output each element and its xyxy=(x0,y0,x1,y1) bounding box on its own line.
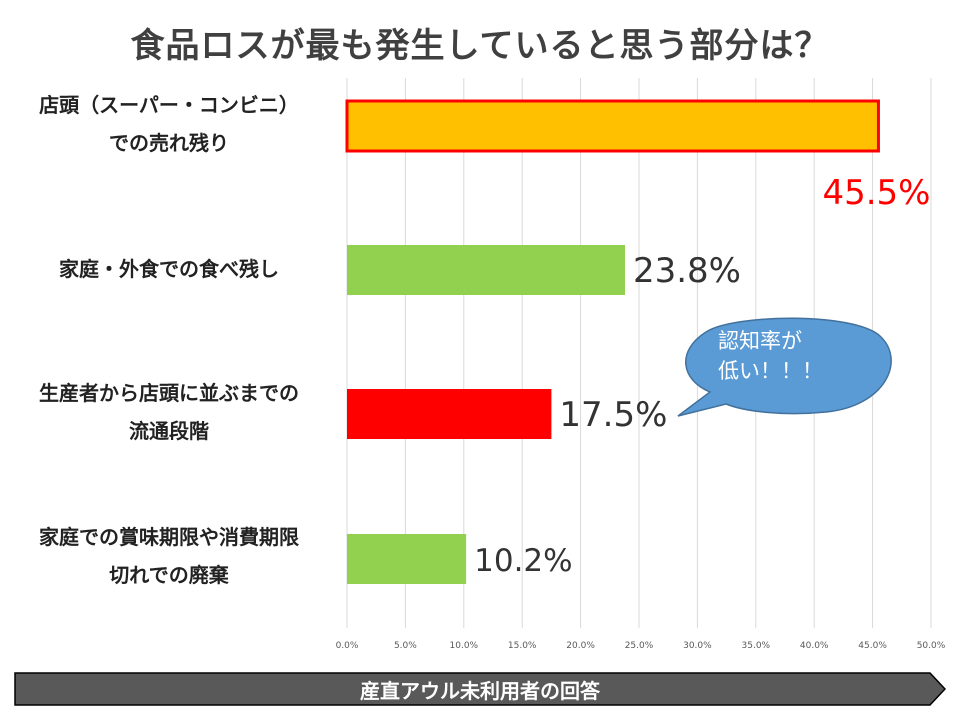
x-tick-label: 35.0% xyxy=(742,641,771,651)
x-tick-label: 45.0% xyxy=(858,641,887,651)
footer-banner xyxy=(14,672,946,706)
value-label: 17.5% xyxy=(559,395,667,435)
bar xyxy=(347,245,625,295)
category-label-household-leftovers: 家庭・外食での食べ残し xyxy=(59,257,279,281)
x-tick-label: 50.0% xyxy=(917,641,946,651)
category-label-distribution: 生産者から店頭に並ぶまでの 流通段階 xyxy=(39,381,299,443)
x-tick-label: 20.0% xyxy=(566,641,595,651)
x-tick-label: 25.0% xyxy=(625,641,654,651)
value-label: 23.8% xyxy=(633,251,741,291)
x-tick-label: 15.0% xyxy=(508,641,537,651)
bar xyxy=(347,534,467,584)
bar xyxy=(345,99,880,153)
callout-text: 認知率が 低い！！！ xyxy=(718,329,823,383)
x-tick-label: 10.0% xyxy=(450,641,479,651)
category-label-store-unsold: 店頭（スーパー・コンビニ） での売れ残り xyxy=(39,93,299,155)
x-tick-label: 30.0% xyxy=(683,641,712,651)
callout-bubble xyxy=(677,317,892,417)
x-tick-label: 40.0% xyxy=(800,641,829,651)
x-tick-label: 5.0% xyxy=(394,641,417,651)
bar xyxy=(347,389,552,439)
value-label: 45.5% xyxy=(822,173,930,213)
chart-title: 食品ロスが最も発生していると思う部分は？ xyxy=(130,26,830,66)
footer-text: 産直アウル未利用者の回答 xyxy=(360,679,600,703)
category-label-expiry-disposal: 家庭での賞味期限や消費期限 切れでの廃棄 xyxy=(39,525,299,587)
value-label: 10.2% xyxy=(474,543,572,579)
x-tick-label: 0.0% xyxy=(336,641,359,651)
